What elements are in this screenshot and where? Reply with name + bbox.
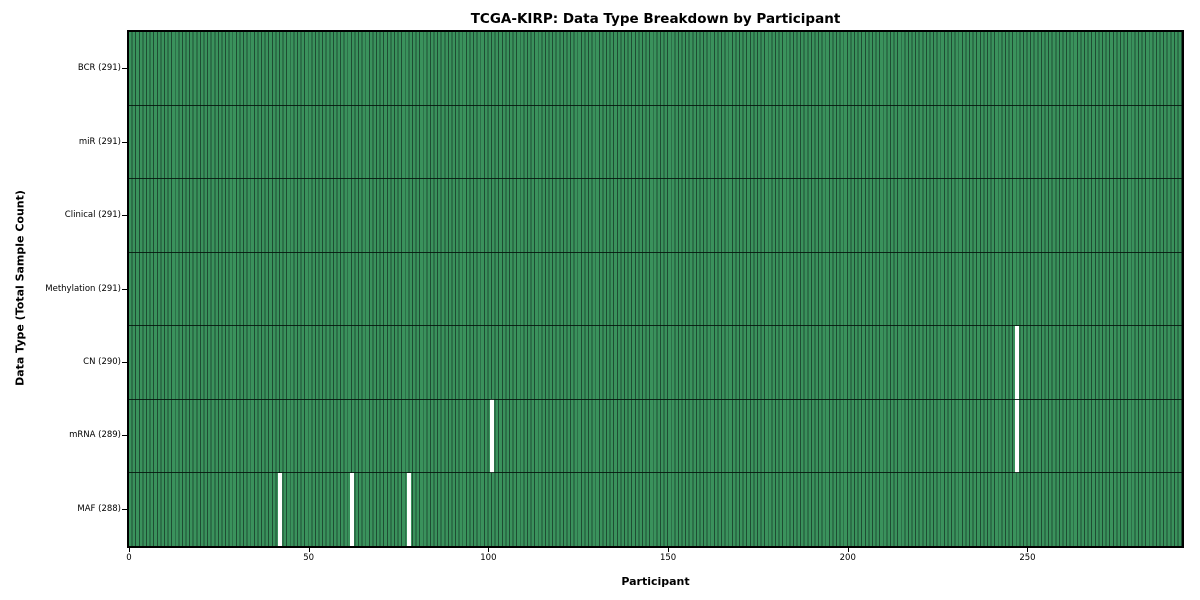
xtick-label-250: 250 <box>1019 553 1036 563</box>
ytick-mark <box>122 508 127 510</box>
xtick-mark <box>847 548 849 552</box>
row-separator <box>129 472 1182 474</box>
xtick-mark <box>129 548 130 552</box>
xtick-label-50: 50 <box>303 553 315 563</box>
absent-gap-mRNA-247 <box>1014 399 1019 473</box>
ytick-mark <box>122 435 127 437</box>
xtick-label-150: 150 <box>659 553 677 563</box>
ytick-label-Clinical: Clinical (291) <box>64 210 121 221</box>
ytick-label-BCR: BCR (291) <box>77 63 121 74</box>
xtick-mark <box>308 548 310 552</box>
ytick-label-MAF: MAF (288) <box>77 503 121 514</box>
ytick-label-CN: CN (290) <box>83 356 121 367</box>
row-separator <box>129 104 1182 106</box>
ytick-mark <box>122 68 127 70</box>
row-separator <box>129 178 1182 180</box>
plot-area: Present Absent <box>127 30 1184 548</box>
xtick-mark <box>668 548 670 552</box>
absent-gap-MAF-62 <box>349 472 354 546</box>
xtick-mark <box>1027 548 1029 552</box>
xtick-label-100: 100 <box>480 553 497 563</box>
row-separator <box>129 398 1182 400</box>
absent-gap-MAF-42 <box>277 472 282 546</box>
ytick-label-Methylation: Methylation (291) <box>45 283 121 294</box>
row-separator <box>129 325 1182 327</box>
ytick-mark <box>122 215 127 217</box>
ytick-mark <box>122 141 127 143</box>
absent-gap-MAF-78 <box>407 472 412 546</box>
absent-gap-mRNA-101 <box>489 399 494 473</box>
ytick-mark <box>122 288 127 290</box>
ytick-label-miR: miR (291) <box>78 136 121 147</box>
x-axis-label: Participant <box>621 575 690 588</box>
ytick-label-mRNA: mRNA (289) <box>69 430 121 441</box>
row-separator <box>129 251 1182 253</box>
xtick-label-0: 0 <box>126 553 132 563</box>
chart-title: TCGA-KIRP: Data Type Breakdown by Partic… <box>470 11 841 27</box>
absent-gap-CN-247 <box>1014 325 1019 400</box>
ytick-mark <box>122 361 127 363</box>
xtick-mark <box>488 548 490 552</box>
xtick-label-200: 200 <box>839 553 856 563</box>
